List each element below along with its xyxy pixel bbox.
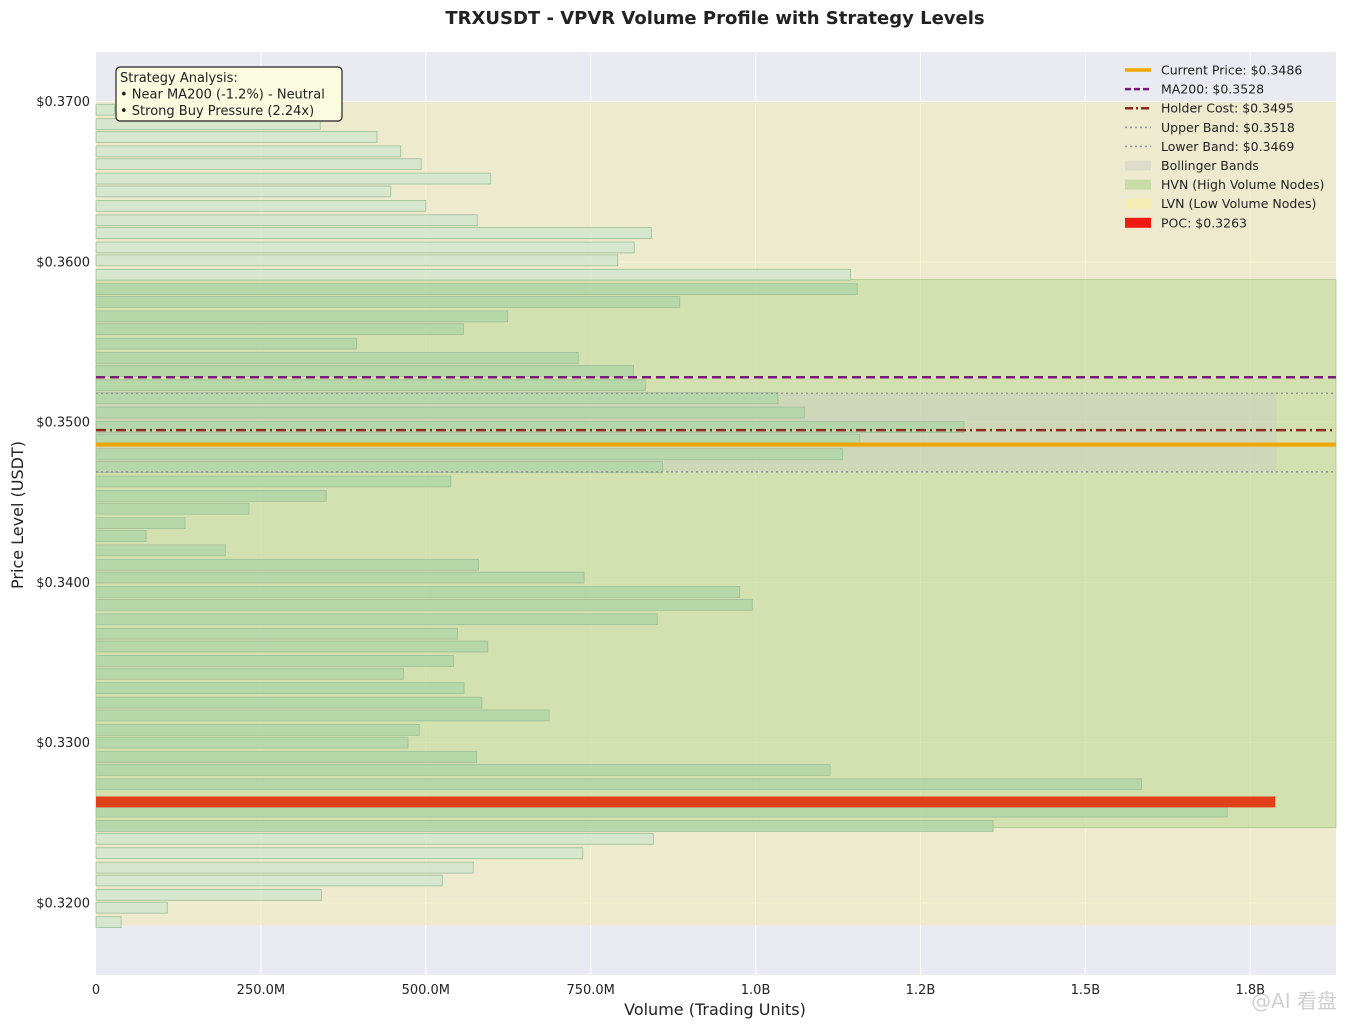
legend-label: HVN (High Volume Nodes): [1161, 177, 1324, 192]
legend-label: MA200: $0.3528: [1161, 82, 1264, 97]
x-tick-label: 1.2B: [906, 983, 936, 998]
x-tick-label: 500.0M: [402, 983, 450, 998]
volume-bar: [95, 172, 491, 185]
volume-bar: [95, 889, 322, 901]
y-tick-label: $0.3500: [36, 416, 90, 431]
volume-bar: [95, 475, 452, 488]
volume-bar: [95, 241, 635, 254]
volume-bar: [95, 530, 147, 542]
volume-bar: [95, 406, 805, 419]
legend-label: POC: $0.3263: [1161, 215, 1247, 230]
y-tick-label: $0.3400: [36, 576, 90, 591]
annotation-line: Strategy Analysis:: [120, 71, 238, 86]
volume-bar: [95, 640, 489, 653]
x-tick-label: 750.0M: [566, 983, 614, 998]
legend-swatch: [1125, 198, 1151, 209]
volume-bar: [95, 448, 844, 461]
volume-bar: [95, 627, 458, 640]
volume-bar: [95, 667, 404, 680]
legend-swatch: [1125, 160, 1151, 171]
volume-bar: [95, 103, 115, 116]
volume-bar: [95, 764, 831, 776]
y-tick-label: $0.3700: [36, 95, 90, 110]
volume-bar: [95, 778, 1142, 791]
volume-bar: [95, 682, 465, 695]
volume-bar: [95, 283, 858, 296]
volume-bar: [95, 254, 619, 267]
annotation-line: • Strong Buy Pressure (2.24x): [120, 104, 314, 119]
legend-label: Lower Band: $0.3469: [1161, 139, 1294, 154]
volume-bar: [95, 296, 681, 308]
volume-bar: [95, 544, 226, 557]
volume-bar: [95, 832, 654, 845]
volume-bar: [95, 199, 427, 212]
volume-bar: [95, 861, 474, 874]
volume-bar: [95, 805, 1228, 818]
y-axis-label: Price Level (USDT): [8, 441, 27, 589]
volume-bar: [95, 158, 422, 171]
volume-bar: [95, 558, 479, 571]
volume-bar: [95, 696, 483, 709]
volume-bar: [95, 736, 409, 749]
volume-bar: [95, 268, 851, 281]
x-tick-label: 1.0B: [741, 983, 771, 998]
legend-label: Holder Cost: $0.3495: [1161, 101, 1294, 116]
legend-label: Bollinger Bands: [1161, 158, 1259, 173]
volume-bar: [95, 613, 658, 626]
volume-bar: [95, 365, 634, 377]
legend-swatch: [1125, 217, 1151, 228]
x-tick-label: 0: [92, 983, 100, 998]
volume-bar: [95, 655, 454, 667]
volume-bar: [95, 502, 250, 515]
volume-bar: [95, 517, 186, 529]
volume-bar: [95, 227, 652, 239]
volume-bar: [95, 751, 477, 763]
volume-bar: [95, 337, 357, 350]
x-tick-label: 250.0M: [237, 983, 285, 998]
annotation-box: [115, 66, 343, 122]
annotation-line: • Near MA200 (-1.2%) - Neutral: [120, 88, 325, 103]
volume-bar: [95, 874, 443, 887]
volume-bar: [95, 214, 478, 227]
legend-swatch: [1125, 179, 1151, 190]
legend: Current Price: $0.3486 MA200: $0.3528 Hold…: [1125, 63, 1324, 230]
volume-bar: [95, 392, 779, 404]
volume-bar: [95, 598, 753, 611]
y-tick-label: $0.3300: [36, 736, 90, 751]
legend-label: LVN (Low Volume Nodes): [1161, 196, 1316, 211]
volume-bar: [95, 571, 585, 584]
legend-label: Current Price: $0.3486: [1161, 63, 1302, 78]
volume-bar: [95, 310, 508, 323]
volume-bar: [95, 709, 550, 722]
watermark: @AI 看盘: [1251, 989, 1337, 1013]
volume-bar: [95, 145, 402, 158]
y-tick-label: $0.3600: [36, 255, 90, 270]
volume-bar: [95, 586, 741, 598]
volume-bar: [95, 916, 122, 928]
y-tick-label: $0.3200: [36, 896, 90, 911]
legend-label: Upper Band: $0.3518: [1161, 120, 1295, 135]
volume-bar: [95, 323, 464, 336]
poc-bar: [96, 796, 1276, 808]
volume-bar: [95, 421, 965, 433]
volume-bar: [95, 131, 378, 143]
volume-bar: [95, 901, 168, 914]
strategy-annotation: Strategy Analysis: • Near MA200 (-1.2%) -…: [115, 66, 343, 122]
x-axis-label: Volume (Trading Units): [624, 1000, 806, 1019]
chart-title: TRXUSDT - VPVR Volume Profile with Strat…: [445, 8, 984, 29]
volume-bar: [95, 352, 579, 364]
volume-bar: [95, 379, 646, 392]
volume-bar: [95, 490, 327, 502]
x-tick-label: 1.8B: [1235, 983, 1265, 998]
volume-bar: [95, 847, 584, 860]
volume-bar: [95, 723, 420, 736]
volume-bar: [95, 461, 663, 473]
volume-bar: [95, 185, 392, 198]
plot-area: 0 250.0M 500.0M 750.0M 1.0B 1.2B 1.5B 1.8B $0.32…: [36, 52, 1337, 998]
volume-bar: [95, 820, 994, 832]
x-tick-label: 1.5B: [1071, 983, 1101, 998]
